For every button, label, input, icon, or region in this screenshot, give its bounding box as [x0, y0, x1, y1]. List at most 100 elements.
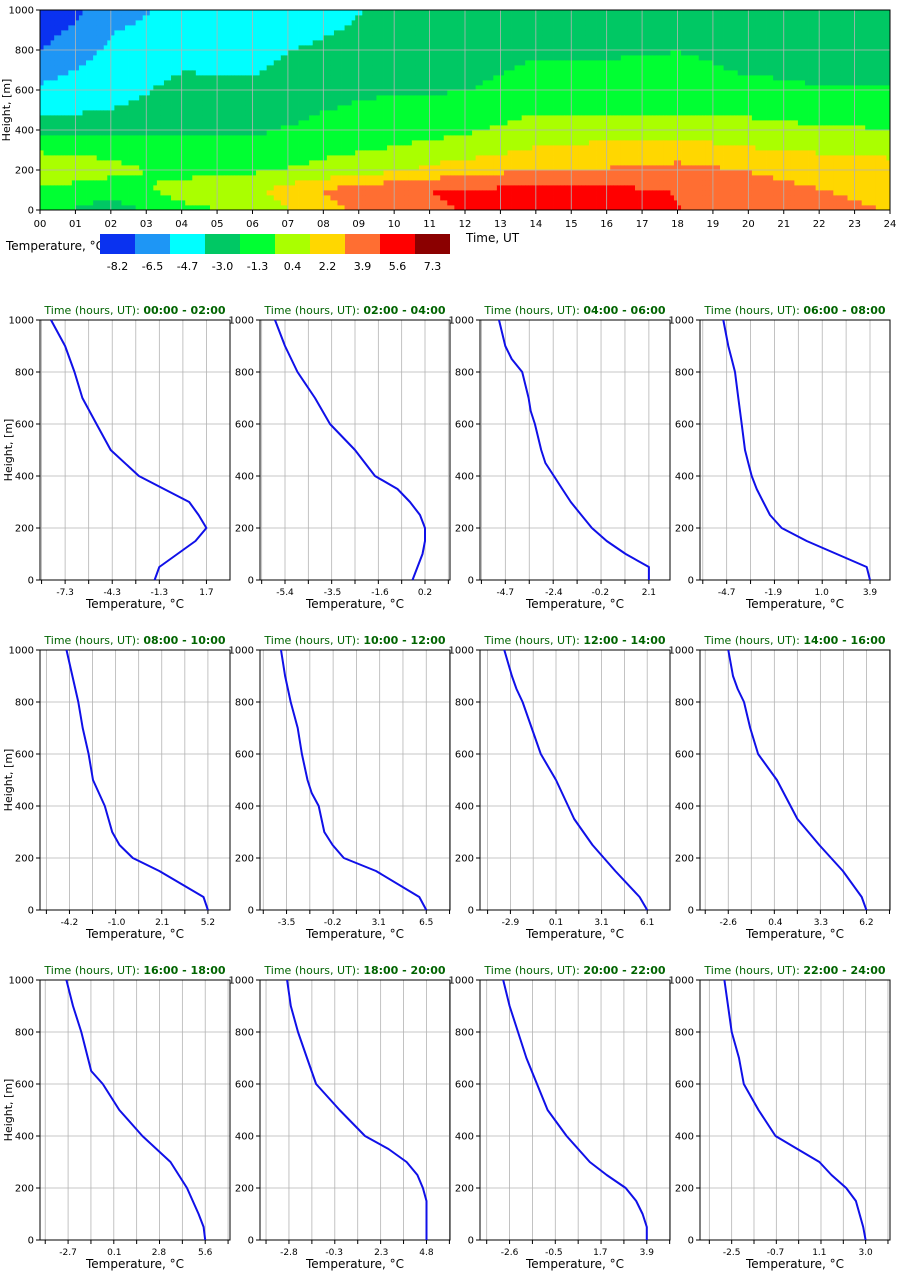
- heatmap-cell: [181, 205, 186, 211]
- heatmap-cell: [411, 175, 416, 181]
- heatmap-cell: [472, 85, 477, 91]
- heatmap-cell: [252, 30, 257, 36]
- heatmap-cell: [259, 160, 264, 166]
- heatmap-cell: [117, 55, 122, 61]
- heatmap-cell: [252, 185, 257, 191]
- heatmap-cell: [199, 80, 204, 86]
- heatmap-cell: [312, 135, 317, 141]
- heatmap-cell: [210, 140, 214, 146]
- heatmap-cell: [333, 10, 338, 16]
- heatmap-cell: [202, 45, 207, 51]
- heatmap-cell: [465, 15, 469, 21]
- heatmap-cell: [457, 105, 462, 111]
- heatmap-cell: [75, 155, 80, 161]
- heatmap-cell: [443, 120, 448, 126]
- heatmap-cell: [404, 60, 409, 66]
- heatmap-cell: [78, 190, 83, 196]
- heatmap-cell: [362, 115, 367, 121]
- heatmap-cell: [454, 120, 459, 126]
- heatmap-cell: [362, 100, 367, 106]
- heatmap-cell: [181, 200, 186, 206]
- heatmap-cell: [457, 130, 462, 136]
- heatmap-cell: [139, 60, 144, 66]
- heatmap-cell: [287, 120, 292, 126]
- heatmap-cell: [436, 50, 441, 56]
- heatmap-cell: [447, 70, 452, 76]
- heatmap-cell: [266, 20, 271, 26]
- heatmap-cell: [443, 130, 448, 136]
- heatmap-cell: [468, 50, 473, 56]
- heatmap-cell: [54, 15, 59, 21]
- heatmap-cell: [295, 125, 299, 131]
- heatmap-cell: [376, 95, 381, 101]
- heatmap-cell: [217, 125, 222, 131]
- heatmap-cell: [256, 165, 260, 171]
- heatmap-cell: [280, 145, 285, 151]
- heatmap-cell: [415, 35, 420, 41]
- heatmap-cell: [422, 160, 427, 166]
- heatmap-cell: [210, 160, 214, 166]
- heatmap-cell: [443, 25, 448, 31]
- heatmap-cell: [344, 50, 349, 56]
- heatmap-cell: [401, 105, 406, 111]
- heatmap-cell: [273, 105, 278, 111]
- heatmap-cell: [365, 105, 370, 111]
- heatmap-cell: [376, 65, 381, 71]
- heatmap-cell: [100, 110, 105, 116]
- heatmap-cell: [418, 60, 423, 66]
- heatmap-cell: [64, 155, 69, 161]
- heatmap-cell: [263, 195, 268, 201]
- heatmap-cell: [117, 10, 122, 16]
- heatmap-cell: [372, 175, 377, 181]
- heatmap-cell: [280, 55, 285, 61]
- heatmap-cell: [472, 45, 477, 51]
- heatmap-cell: [305, 160, 310, 166]
- heatmap-cell: [202, 155, 207, 161]
- heatmap-cell: [217, 50, 222, 56]
- heatmap-cell: [64, 10, 69, 16]
- heatmap-cell: [160, 110, 165, 116]
- heatmap-cell: [376, 195, 381, 201]
- heatmap-cell: [256, 65, 260, 71]
- heatmap-cell: [174, 110, 179, 116]
- heatmap-cell: [248, 40, 253, 46]
- heatmap-cell: [330, 135, 335, 141]
- heatmap-cell: [355, 40, 360, 46]
- heatmap-cell: [298, 95, 303, 101]
- heatmap-cell: [224, 20, 229, 26]
- heatmap-cell: [199, 105, 204, 111]
- heatmap-cell: [100, 30, 105, 36]
- heatmap-cell: [433, 195, 438, 201]
- heatmap-cell: [132, 75, 137, 81]
- heatmap-cell: [461, 115, 466, 121]
- heatmap-cell: [57, 150, 62, 156]
- heatmap-cell: [132, 85, 137, 91]
- heatmap-cell: [387, 35, 392, 41]
- heatmap-cell: [117, 80, 122, 86]
- heatmap-cell: [54, 125, 59, 131]
- heatmap-cell: [47, 200, 52, 206]
- heatmap-cell: [192, 15, 197, 21]
- heatmap-cell: [355, 105, 360, 111]
- heatmap-cell: [117, 110, 122, 116]
- heatmap-cell: [369, 65, 374, 71]
- heatmap-cell: [149, 40, 154, 46]
- heatmap-cell: [394, 185, 399, 191]
- heatmap-cell: [408, 185, 413, 191]
- heatmap-cell: [440, 145, 445, 151]
- heatmap-cell: [213, 60, 218, 66]
- heatmap-cell: [227, 30, 232, 36]
- heatmap-cell: [142, 110, 147, 116]
- heatmap-cell: [210, 80, 214, 86]
- heatmap-cell: [252, 135, 257, 141]
- heatmap-cell: [64, 25, 69, 31]
- heatmap-cell: [167, 175, 172, 181]
- heatmap-cell: [71, 135, 76, 141]
- heatmap-cell: [241, 125, 246, 131]
- heatmap-cell: [418, 145, 423, 151]
- heatmap-cell: [256, 140, 260, 146]
- heatmap-cell: [358, 185, 363, 191]
- heatmap-cell: [227, 20, 232, 26]
- heatmap-cell: [365, 100, 370, 106]
- heatmap-cell: [387, 160, 392, 166]
